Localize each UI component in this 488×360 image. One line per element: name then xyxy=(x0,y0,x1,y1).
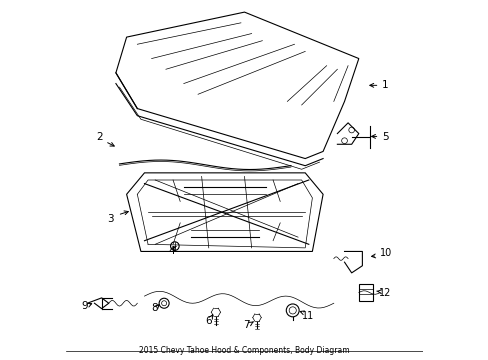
Text: 7: 7 xyxy=(243,320,249,330)
Text: 9: 9 xyxy=(81,301,88,311)
Text: 11: 11 xyxy=(301,311,313,321)
Text: 2: 2 xyxy=(96,132,103,142)
Text: 10: 10 xyxy=(379,248,391,258)
Text: 2015 Chevy Tahoe Hood & Components, Body Diagram: 2015 Chevy Tahoe Hood & Components, Body… xyxy=(139,346,349,355)
Text: 5: 5 xyxy=(382,132,388,142)
Text: 12: 12 xyxy=(379,288,391,297)
Text: 6: 6 xyxy=(204,316,211,326)
Text: 4: 4 xyxy=(167,247,174,256)
Text: 8: 8 xyxy=(151,303,158,313)
Text: 3: 3 xyxy=(107,214,114,224)
Text: 1: 1 xyxy=(382,80,388,90)
